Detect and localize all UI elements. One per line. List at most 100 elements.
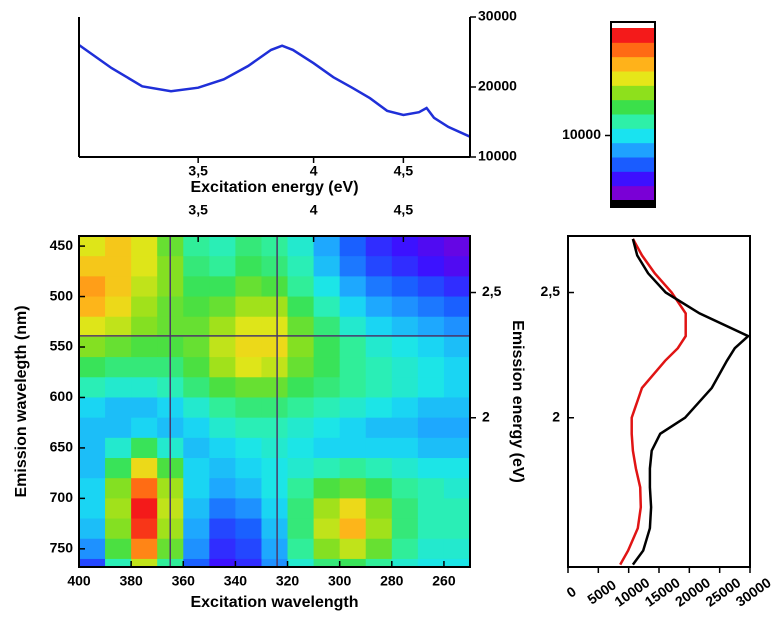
- heatmap-cell: [235, 296, 262, 318]
- colorbar-under: [611, 200, 655, 207]
- heatmap-cell: [287, 236, 315, 257]
- heatmap-cell: [339, 256, 367, 277]
- heatmap-cell: [105, 458, 132, 479]
- heatmap-cell: [235, 458, 262, 479]
- heatmap-cell: [79, 417, 106, 439]
- heatmap-cell: [313, 417, 341, 439]
- heatmap-cell: [131, 336, 158, 358]
- heatmap-cell: [417, 498, 445, 520]
- tick-label: 20000: [478, 78, 517, 94]
- heatmap-cell: [105, 377, 132, 398]
- profile-line: [619, 238, 687, 566]
- heatmap-cell: [79, 478, 106, 499]
- heatmap-cell: [261, 236, 289, 257]
- tick-label: 320: [276, 573, 300, 589]
- y-axis-label: Emission wavelegth (nm): [13, 305, 30, 497]
- heatmap-cell: [183, 498, 210, 520]
- heatmap-cell: [235, 336, 262, 358]
- heatmap-cell: [391, 437, 419, 459]
- heatmap-cell: [105, 276, 132, 298]
- heatmap-cell: [339, 458, 367, 479]
- heatmap-cell: [235, 498, 262, 520]
- spectrum-line: [78, 43, 471, 138]
- heatmap-cell: [131, 256, 158, 277]
- heatmap-cell: [443, 276, 470, 298]
- heatmap-cell: [261, 518, 289, 540]
- heatmap-cell: [443, 357, 470, 378]
- tick-label: 360: [172, 573, 196, 589]
- heatmap-cell: [183, 336, 210, 358]
- heatmap-cell: [235, 236, 262, 257]
- heatmap-cell: [261, 458, 289, 479]
- tick-label: 750: [50, 540, 74, 556]
- heatmap-cell: [209, 377, 236, 398]
- heatmap-cell: [235, 538, 262, 560]
- colorbar-over: [611, 22, 655, 28]
- heatmap-cell: [235, 437, 262, 459]
- heatmap-cell: [443, 397, 470, 419]
- heatmap-cell: [209, 336, 236, 358]
- heatmap-cell: [339, 276, 367, 298]
- heatmap-cell: [339, 417, 367, 439]
- heatmap-cell: [183, 458, 210, 479]
- heatmap-cell: [417, 377, 445, 398]
- heatmap-cell: [287, 397, 315, 419]
- heatmap-cell: [287, 417, 315, 439]
- heatmap-cell: [79, 377, 106, 398]
- heatmap-cell: [79, 236, 106, 257]
- heatmap-cell: [183, 377, 210, 398]
- heatmap-cell: [417, 417, 445, 439]
- tick-label: 380: [119, 573, 143, 589]
- heatmap-cell: [287, 357, 315, 378]
- heatmap-cell: [417, 296, 445, 318]
- heatmap-cell: [183, 276, 210, 298]
- heatmap-cell: [417, 437, 445, 459]
- heatmap-cell: [183, 256, 210, 277]
- heatmap-cell: [235, 377, 262, 398]
- heatmap-cell: [417, 518, 445, 540]
- heatmap-cell: [209, 357, 236, 378]
- heatmap-cell: [209, 417, 236, 439]
- heatmap-cell: [261, 437, 289, 459]
- heatmap-cell: [131, 478, 158, 499]
- heatmap-cell: [417, 256, 445, 277]
- heatmap-cell: [443, 377, 470, 398]
- heatmap-cell: [209, 236, 236, 257]
- heatmap-cell: [443, 458, 470, 479]
- heatmap-cell: [235, 276, 262, 298]
- heatmap-cell: [79, 518, 106, 540]
- tick-label: 2,5: [541, 283, 561, 299]
- heatmap-cell: [417, 478, 445, 499]
- heatmap-cell: [313, 276, 341, 298]
- heatmap-cell: [105, 518, 132, 540]
- heatmap-cell: [261, 357, 289, 378]
- heatmap-cell: [105, 296, 132, 318]
- heatmap-cell: [105, 538, 132, 560]
- heatmap-cell: [365, 518, 393, 540]
- heatmap-cell: [365, 498, 393, 520]
- heatmap-cell: [235, 316, 262, 338]
- heatmap-cell: [365, 458, 393, 479]
- heatmap-cell: [391, 357, 419, 378]
- x-axis-label: Excitation wavelength: [190, 594, 358, 611]
- heatmap-cell: [105, 558, 132, 567]
- colorbar-segment: [611, 114, 655, 129]
- heatmap-cell: [287, 316, 315, 338]
- tick-label: 4: [310, 163, 318, 179]
- tick-label: 450: [50, 237, 74, 253]
- heatmap-cell: [443, 336, 470, 358]
- tick-label: 700: [50, 489, 74, 505]
- heatmap-cell: [339, 336, 367, 358]
- heatmap-cell: [365, 538, 393, 560]
- heatmap-cell: [443, 417, 470, 439]
- tick-label: 5000: [584, 576, 619, 607]
- heatmap-cell: [183, 236, 210, 257]
- heatmap-cell: [339, 518, 367, 540]
- heatmap-cell: [417, 236, 445, 257]
- heatmap-cell: [261, 276, 289, 298]
- heatmap-cell: [365, 256, 393, 277]
- heatmap-cell: [443, 498, 470, 520]
- heatmap-cell: [313, 296, 341, 318]
- heatmap-cell: [417, 458, 445, 479]
- heatmap-cell: [365, 397, 393, 419]
